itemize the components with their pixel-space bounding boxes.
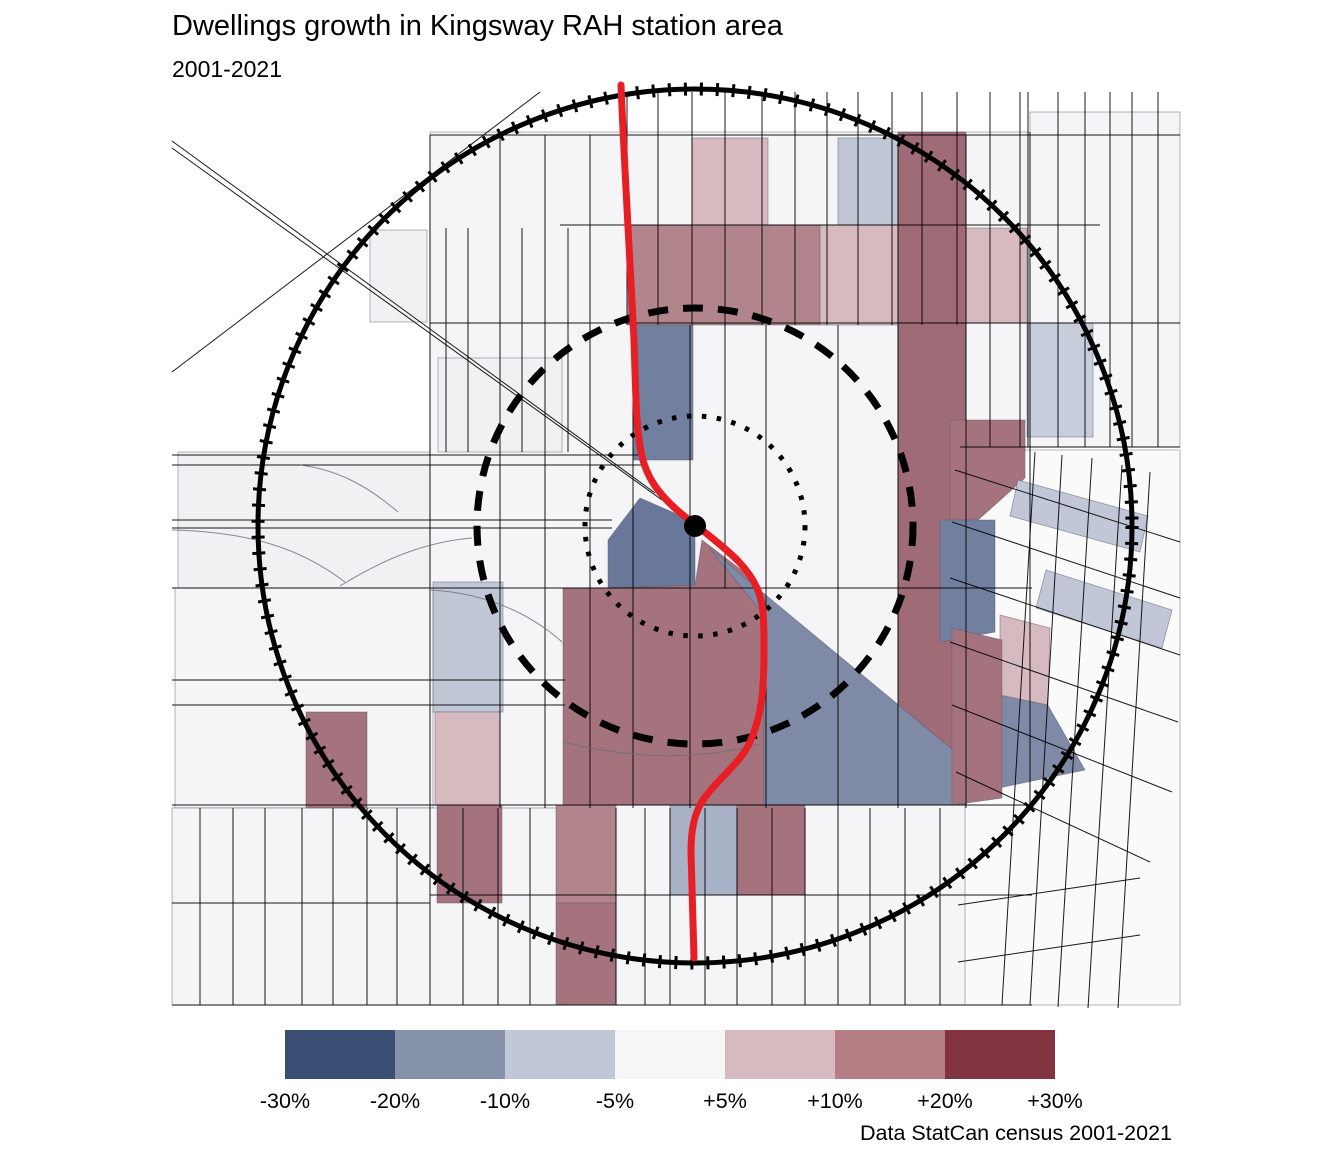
lrt-line: [617, 81, 768, 962]
census-tract: [1026, 322, 1094, 438]
census-tract: [951, 627, 1003, 806]
census-tract: [819, 224, 899, 326]
figure-title: Dwellings growth in Kingsway RAH station…: [172, 10, 783, 42]
station-marker: [684, 515, 706, 537]
census-tract: [669, 804, 738, 896]
census-tract: [305, 711, 368, 809]
census-tract: [555, 804, 617, 904]
figure-subtitle: 2001-2021: [172, 56, 282, 82]
data-source-caption: Data StatCan census 2001-2021: [860, 1121, 1172, 1145]
census-tract: [999, 614, 1051, 706]
outer-ring-ticks: [251, 82, 1139, 970]
walkshed-rings: [251, 82, 1139, 970]
inner-ring-dotted: [582, 413, 808, 639]
census-tract: [949, 419, 1026, 521]
census-tract: [1009, 479, 1149, 553]
street-network: [171, 91, 1181, 1009]
census-tract: [434, 711, 501, 806]
census-tracts: [305, 131, 1173, 1006]
middle-ring-dashed: [473, 304, 917, 748]
census-tract: [691, 137, 769, 226]
census-tract: [837, 137, 899, 226]
census-tract: [939, 519, 996, 643]
census-tract: [632, 324, 694, 461]
census-tract: [607, 497, 696, 589]
census-tract: [965, 227, 1028, 324]
census-tract: [736, 804, 806, 896]
census-tract: [1035, 569, 1173, 649]
